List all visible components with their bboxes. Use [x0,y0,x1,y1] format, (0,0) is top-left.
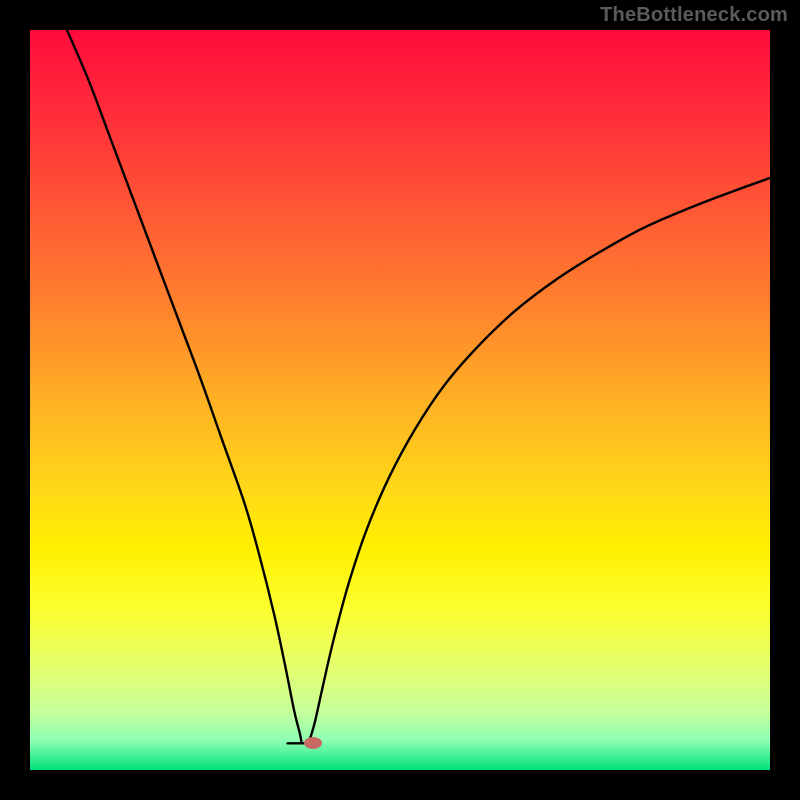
minimum-marker [304,737,322,749]
gradient-background [30,30,770,770]
outer-frame: TheBottleneck.com [0,0,800,800]
watermark-text: TheBottleneck.com [600,4,788,27]
plot-svg [30,30,770,770]
plot-area [30,30,770,770]
